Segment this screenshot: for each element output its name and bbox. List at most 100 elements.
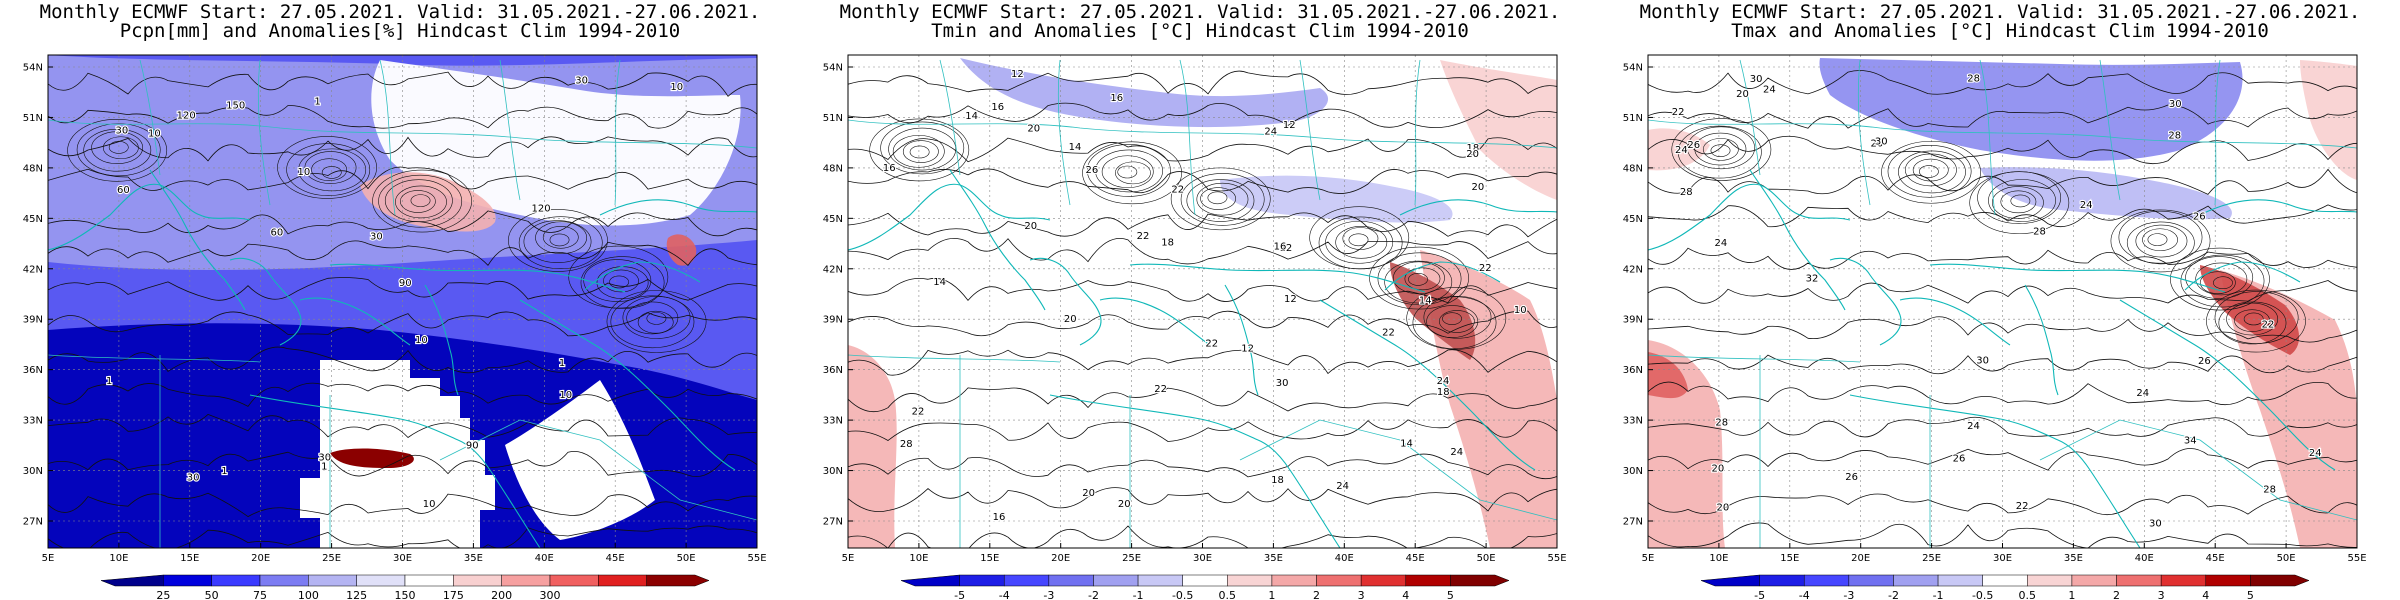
colorbar-swatch xyxy=(1982,574,2028,587)
contour-ring xyxy=(311,158,348,182)
contour-label: 12 xyxy=(1241,344,1254,355)
contour-label: 26 xyxy=(2198,356,2211,367)
coastline xyxy=(329,263,626,293)
contour-label: 30 xyxy=(575,75,588,86)
y-tick-label: 39N xyxy=(23,315,43,326)
contour-ring xyxy=(1384,260,1453,304)
colorbar-swatch xyxy=(1182,574,1228,587)
contour-line xyxy=(1648,316,2357,343)
country-border xyxy=(379,59,396,216)
colorbar-label: -1 xyxy=(1933,589,1944,600)
coastline xyxy=(949,169,1046,311)
x-tick-label: 30E xyxy=(1193,553,1212,564)
country-border xyxy=(439,419,601,461)
country-border xyxy=(499,59,521,201)
country-border xyxy=(1399,439,1557,521)
panel-title-line1: Monthly ECMWF Start: 27.05.2021. Valid: … xyxy=(1639,1,2361,23)
contour-label: 30 xyxy=(116,126,129,137)
contour-label: 1 xyxy=(106,376,112,387)
contour-ring xyxy=(2243,312,2264,326)
colorbar-label: 100 xyxy=(298,589,319,600)
coastline xyxy=(1899,297,2011,346)
anomaly-region xyxy=(1648,128,1710,171)
contour-line xyxy=(1648,354,2357,375)
contour-label: 28 xyxy=(2263,484,2276,495)
contour-line xyxy=(848,310,1557,337)
contour-label: 22 xyxy=(1137,231,1150,242)
contour-line xyxy=(48,492,757,518)
contour-label: 26 xyxy=(2193,212,2206,223)
contour-line xyxy=(48,210,757,237)
anomaly-region xyxy=(505,380,655,540)
contour-ring xyxy=(1101,155,1154,189)
coastline xyxy=(1289,469,1341,548)
y-tick-label: 48N xyxy=(823,163,843,174)
contour-ring xyxy=(518,216,603,270)
contour-label: 34 xyxy=(2184,436,2197,447)
contour-ring xyxy=(1082,141,1182,205)
colorbar-swatch xyxy=(1405,574,1451,587)
colorbar-label: 200 xyxy=(491,589,512,600)
colorbar-label: 5 xyxy=(1447,589,1454,600)
colorbar-swatch xyxy=(404,574,454,587)
contour-ring xyxy=(372,169,473,233)
colorbar-swatch xyxy=(501,574,551,587)
x-tick-label: 5E xyxy=(42,553,55,564)
contour-ring xyxy=(1404,267,1441,291)
contour-label: 30 xyxy=(187,472,200,483)
contour-label: 28 xyxy=(1967,74,1980,85)
x-tick-label: 30E xyxy=(393,553,412,564)
contour-ring xyxy=(1702,138,1739,161)
contour-line xyxy=(48,451,757,477)
contour-label: 20 xyxy=(1717,502,1730,513)
contour-ring xyxy=(1677,125,1762,179)
contour-label: 1 xyxy=(321,461,327,472)
contour-label: 24 xyxy=(1437,376,1450,387)
contour-line xyxy=(48,166,757,191)
contour-label: 60 xyxy=(271,227,284,238)
country-border xyxy=(48,119,757,149)
country-border xyxy=(1648,354,1861,363)
panel-title-line1: Monthly ECMWF Start: 27.05.2021. Valid: … xyxy=(39,1,761,23)
contour-label: 24 xyxy=(1264,126,1277,137)
contour-ring xyxy=(880,121,965,175)
contour-ring xyxy=(1115,161,1151,185)
x-tick-label: 15E xyxy=(180,553,199,564)
contour-label: 16 xyxy=(1110,93,1123,104)
contour-label: 90 xyxy=(399,278,412,289)
contour-ring xyxy=(637,310,674,334)
colorbar-swatch xyxy=(598,574,647,587)
x-tick-label: 15E xyxy=(980,553,999,564)
contour-label: 22 xyxy=(2262,319,2275,330)
contour-ring xyxy=(1912,158,1949,182)
colorbar-swatch xyxy=(356,574,406,587)
contour-ring xyxy=(2170,247,2270,311)
coastline xyxy=(1749,169,1846,311)
contour-label: 16 xyxy=(1274,241,1287,252)
country-border xyxy=(48,354,261,363)
contour-label: 30 xyxy=(1750,74,1763,85)
contour-label: 26 xyxy=(1687,140,1700,151)
contour-line xyxy=(848,70,1557,95)
contour-label: 120 xyxy=(177,110,196,121)
colorbar-label: 0.5 xyxy=(2019,589,2037,600)
contour-ring xyxy=(888,127,957,171)
contour-ring xyxy=(1406,286,1507,350)
contour-line xyxy=(1648,204,2357,228)
x-tick-label: 20E xyxy=(1851,553,1870,564)
colorbar-label: 2 xyxy=(1313,589,1320,600)
contour-label: 22 xyxy=(1479,263,1492,274)
country-border xyxy=(2099,59,2121,201)
colorbar-label: -2 xyxy=(1088,589,1099,600)
colorbar-swatch xyxy=(1048,574,1094,587)
contour-ring xyxy=(410,194,431,207)
x-tick-label: 10E xyxy=(109,553,128,564)
contour-ring xyxy=(1207,191,1228,205)
contour-line xyxy=(848,102,1557,128)
colorbar-swatch xyxy=(1093,574,1139,587)
contour-label: 30 xyxy=(1976,356,1989,367)
contour-ring xyxy=(83,128,152,172)
contour-label: 10 xyxy=(423,499,436,510)
anomaly-region xyxy=(1220,175,1453,223)
contour-ring xyxy=(67,119,168,182)
